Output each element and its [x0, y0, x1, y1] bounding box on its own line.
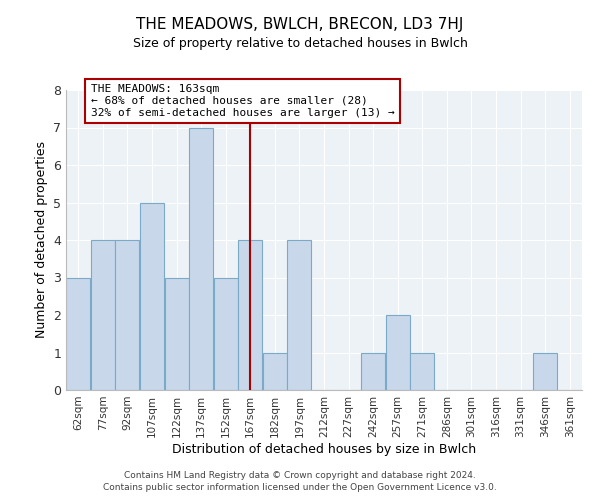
- X-axis label: Distribution of detached houses by size in Bwlch: Distribution of detached houses by size …: [172, 442, 476, 456]
- Text: Contains HM Land Registry data © Crown copyright and database right 2024.: Contains HM Land Registry data © Crown c…: [124, 470, 476, 480]
- Text: Size of property relative to detached houses in Bwlch: Size of property relative to detached ho…: [133, 38, 467, 51]
- Text: THE MEADOWS: 163sqm
← 68% of detached houses are smaller (28)
32% of semi-detach: THE MEADOWS: 163sqm ← 68% of detached ho…: [91, 84, 394, 117]
- Bar: [410, 352, 434, 390]
- Bar: [189, 128, 213, 390]
- Bar: [164, 278, 188, 390]
- Bar: [140, 202, 164, 390]
- Text: Contains public sector information licensed under the Open Government Licence v3: Contains public sector information licen…: [103, 483, 497, 492]
- Bar: [214, 278, 238, 390]
- Bar: [91, 240, 115, 390]
- Y-axis label: Number of detached properties: Number of detached properties: [35, 142, 47, 338]
- Bar: [66, 278, 91, 390]
- Bar: [386, 315, 410, 390]
- Bar: [115, 240, 139, 390]
- Bar: [238, 240, 262, 390]
- Text: THE MEADOWS, BWLCH, BRECON, LD3 7HJ: THE MEADOWS, BWLCH, BRECON, LD3 7HJ: [136, 18, 464, 32]
- Bar: [533, 352, 557, 390]
- Bar: [287, 240, 311, 390]
- Bar: [361, 352, 385, 390]
- Bar: [263, 352, 287, 390]
